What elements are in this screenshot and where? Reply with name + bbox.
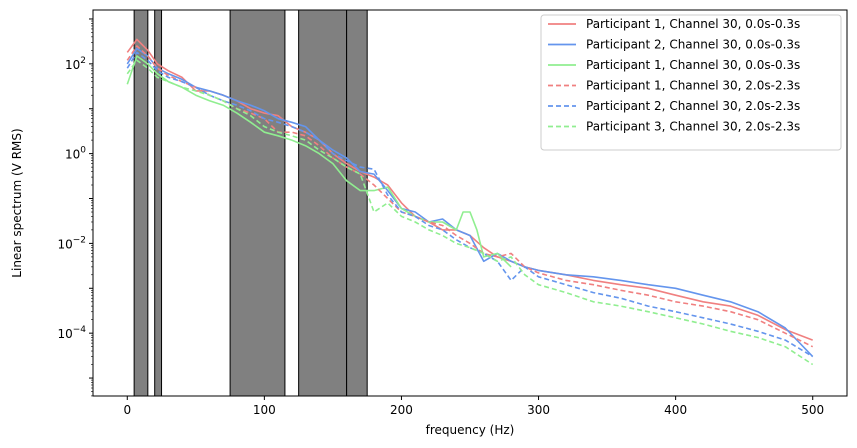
series-line-2: [126, 47, 814, 358]
y-tick-label: 102: [65, 56, 86, 72]
legend-label: Participant 2, Channel 30, 2.0s-2.3s: [586, 99, 800, 113]
legend-label: Participant 1, Channel 30, 2.0s-2.3s: [586, 79, 800, 93]
series-lines: [126, 38, 814, 366]
shaded-band: [346, 9, 368, 397]
shaded-band: [133, 9, 149, 397]
series-line-5: [126, 51, 814, 358]
y-axis-label: Linear spectrum (V RMS): [10, 128, 24, 277]
y-tick-label: 100: [65, 146, 86, 162]
legend: Participant 1, Channel 30, 0.0s-0.3s Part…: [540, 14, 842, 151]
y-tick-label: 10−4: [57, 325, 86, 341]
legend-box: [540, 14, 842, 151]
x-tick-label: 0: [123, 403, 131, 417]
legend-label: Participant 1, Channel 30, 0.0s-0.3s: [586, 17, 800, 31]
x-tick-label: 200: [390, 403, 413, 417]
legend-label: Participant 3, Channel 30, 2.0s-2.3s: [586, 120, 800, 134]
x-tick-label: 300: [527, 403, 550, 417]
x-tick-label: 100: [253, 403, 276, 417]
x-tick-label: 400: [664, 403, 687, 417]
y-tick-label: 10−2: [57, 235, 86, 251]
shaded-band: [229, 9, 286, 397]
legend-label: Participant 2, Channel 30, 0.0s-0.3s: [586, 38, 800, 52]
x-tick-label: 500: [801, 403, 824, 417]
series-line-4: [126, 45, 814, 348]
shaded-bands: [133, 9, 368, 397]
shaded-band: [298, 9, 348, 397]
x-axis-label: frequency (Hz): [426, 423, 515, 437]
series-line-6: [126, 59, 814, 366]
y-axis-ticks: 10−4 10−2 100 102: [57, 18, 93, 397]
legend-label: Participant 1, Channel 30, 0.0s-0.3s: [586, 58, 800, 72]
x-axis-ticks: 0 100 200 300 400 500: [123, 396, 824, 417]
